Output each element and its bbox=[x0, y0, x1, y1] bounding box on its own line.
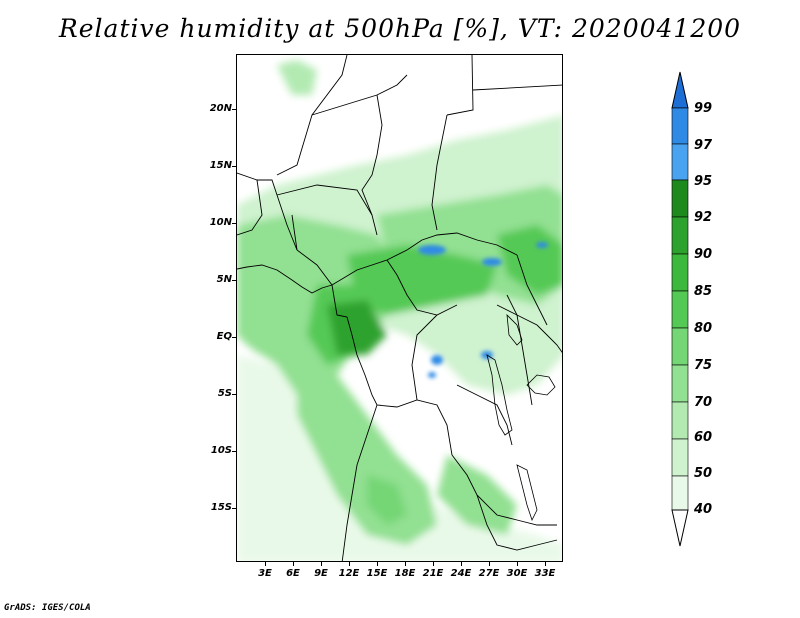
lon-label: 33E bbox=[534, 568, 556, 579]
lat-label: 15N bbox=[209, 160, 232, 171]
colorbar-top-arrow bbox=[671, 71, 689, 109]
map-title: Relative humidity at 500hPa [%], VT: 202… bbox=[58, 14, 742, 43]
lat-label: EQ bbox=[216, 331, 232, 342]
colorbar-bottom-arrow bbox=[671, 509, 689, 547]
colorbar-label: 90 bbox=[694, 247, 713, 262]
lon-tick bbox=[377, 562, 378, 566]
lat-tick bbox=[232, 109, 236, 110]
colorbar-label: 60 bbox=[694, 430, 713, 445]
colorbar-label: 85 bbox=[694, 284, 713, 299]
colorbar-label: 95 bbox=[694, 174, 713, 189]
colorbar-segment bbox=[671, 401, 689, 440]
lon-label: 6E bbox=[286, 568, 300, 579]
lat-tick bbox=[232, 223, 236, 224]
lat-label: 5S bbox=[217, 388, 232, 399]
lon-tick bbox=[293, 562, 294, 566]
colorbar-label: 97 bbox=[694, 138, 713, 153]
colorbar-segment bbox=[671, 327, 689, 366]
colorbar-segment bbox=[671, 364, 689, 403]
humidity-map bbox=[237, 55, 562, 561]
colorbar-label: 50 bbox=[694, 466, 713, 481]
lat-label: 15S bbox=[210, 502, 232, 513]
colorbar-label: 80 bbox=[694, 321, 713, 336]
lon-label: 12E bbox=[338, 568, 360, 579]
lon-label: 30E bbox=[506, 568, 528, 579]
colorbar-label: 99 bbox=[694, 101, 713, 116]
lat-tick bbox=[232, 451, 236, 452]
lat-label: 20N bbox=[209, 103, 232, 114]
colorbar-segment bbox=[671, 143, 689, 181]
colorbar-segment bbox=[671, 216, 689, 255]
colorbar-label: 75 bbox=[694, 358, 713, 373]
colorbar-segment bbox=[671, 290, 689, 329]
lon-tick bbox=[545, 562, 546, 566]
lon-label: 18E bbox=[394, 568, 416, 579]
lat-tick bbox=[232, 394, 236, 395]
colorbar bbox=[671, 71, 689, 547]
colorbar-segment bbox=[671, 179, 689, 218]
lon-label: 21E bbox=[422, 568, 444, 579]
lat-label: 10S bbox=[210, 445, 232, 456]
colorbar-segment bbox=[671, 438, 689, 477]
colorbar-label: 92 bbox=[694, 210, 713, 225]
lat-label: 10N bbox=[209, 217, 232, 228]
lon-tick bbox=[349, 562, 350, 566]
lon-label: 24E bbox=[450, 568, 472, 579]
lat-tick bbox=[232, 508, 236, 509]
country-borders bbox=[237, 55, 562, 561]
lakes bbox=[486, 313, 556, 522]
lon-label: 15E bbox=[366, 568, 388, 579]
colorbar-segment bbox=[671, 107, 689, 145]
lon-label: 27E bbox=[478, 568, 500, 579]
colorbar-segment bbox=[671, 253, 689, 292]
map-panel bbox=[236, 54, 563, 562]
lon-tick bbox=[517, 562, 518, 566]
colorbar-segment bbox=[671, 475, 689, 511]
lon-tick bbox=[489, 562, 490, 566]
lon-label: 3E bbox=[258, 568, 272, 579]
lat-label: 5N bbox=[216, 274, 232, 285]
lon-tick bbox=[405, 562, 406, 566]
lat-tick bbox=[232, 166, 236, 167]
credit-text: GrADS: IGES/COLA bbox=[4, 603, 91, 613]
lon-tick bbox=[461, 562, 462, 566]
lon-tick bbox=[265, 562, 266, 566]
lon-tick bbox=[433, 562, 434, 566]
colorbar-label: 70 bbox=[694, 395, 713, 410]
lon-label: 9E bbox=[314, 568, 328, 579]
lat-tick bbox=[232, 280, 236, 281]
colorbar-label: 40 bbox=[694, 502, 713, 517]
lon-tick bbox=[321, 562, 322, 566]
humidity-field bbox=[237, 60, 562, 561]
lat-tick bbox=[232, 337, 236, 338]
